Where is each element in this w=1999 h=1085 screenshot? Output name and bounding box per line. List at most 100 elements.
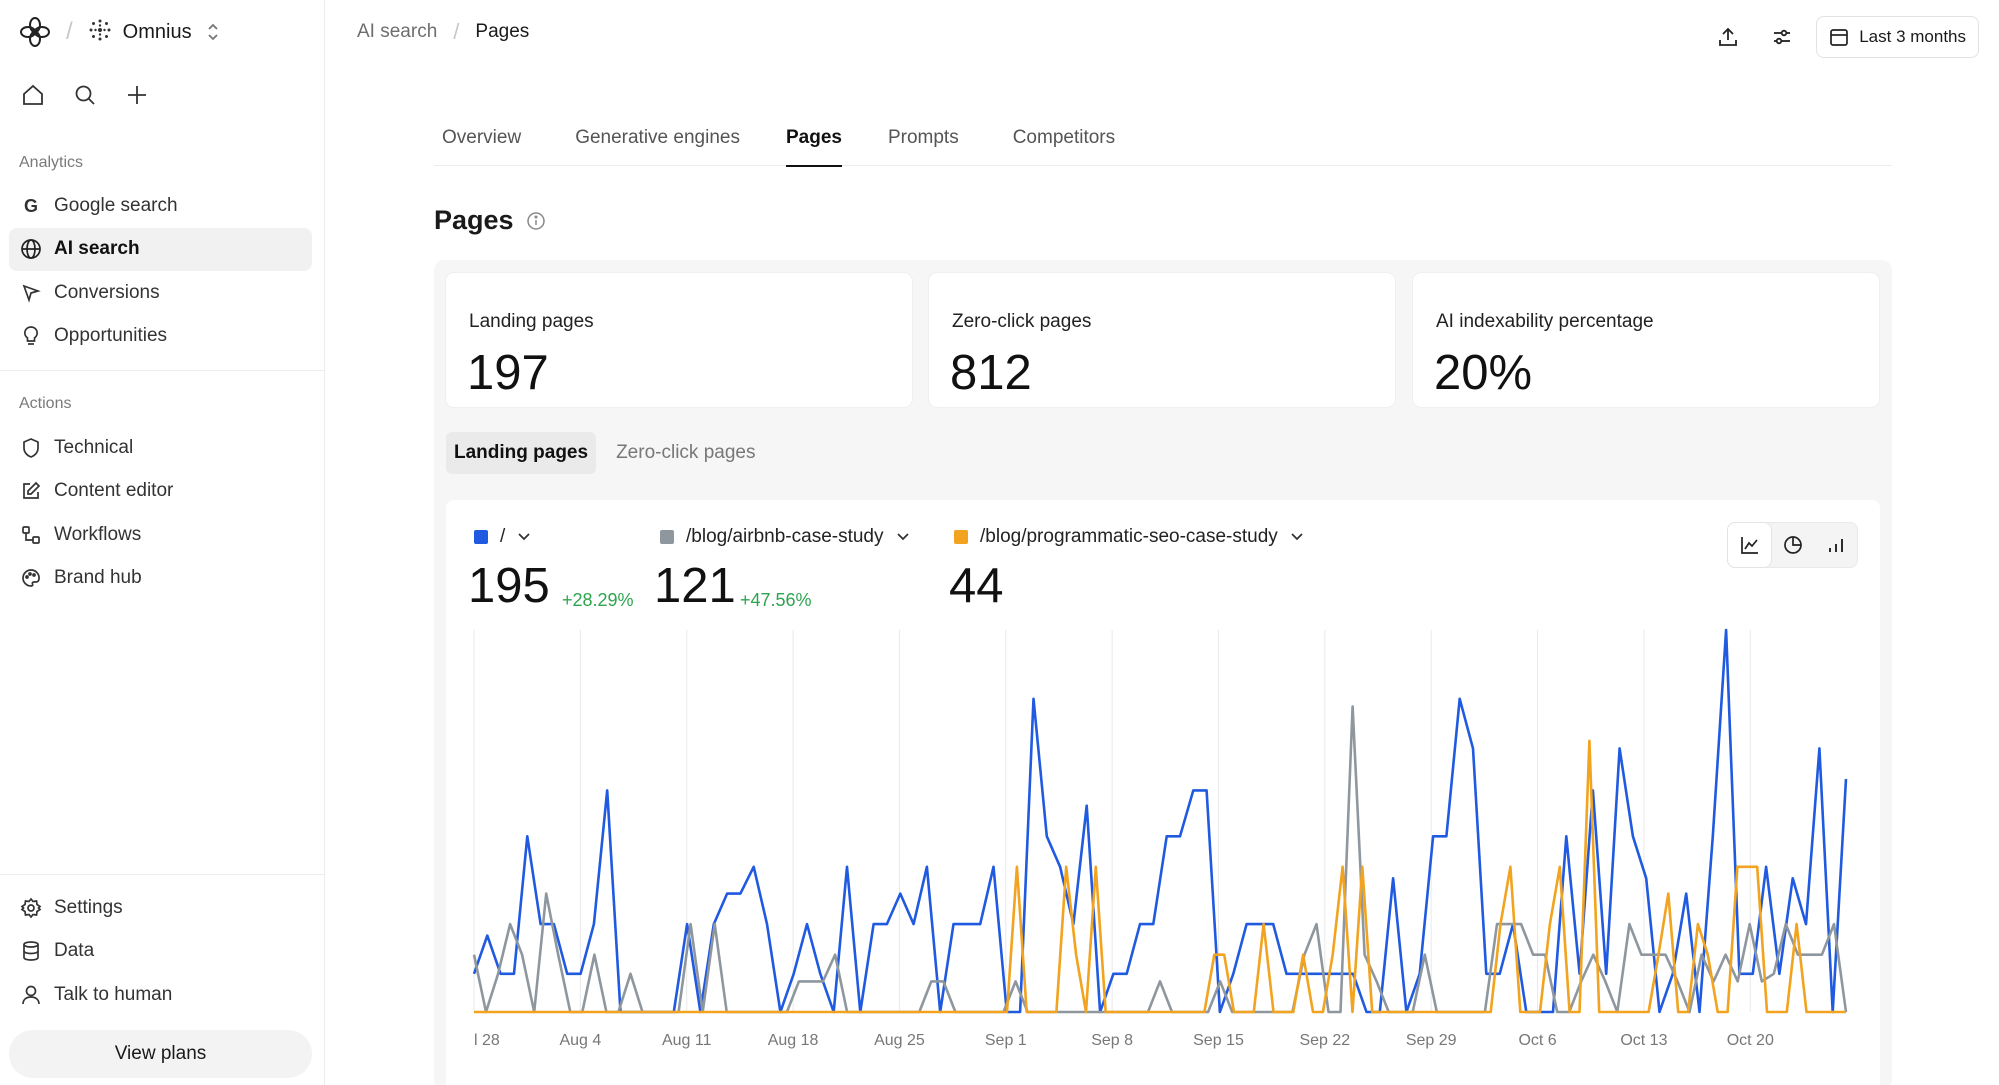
pie-chart-icon[interactable] <box>1771 523 1814 567</box>
x-tick-label: Oct 13 <box>1620 1032 1667 1049</box>
date-range-button[interactable]: Last 3 months <box>1816 16 1979 58</box>
stat-card-ai-indexability[interactable]: AI indexability percentage 20% <box>1413 273 1879 407</box>
series-swatch <box>474 530 488 544</box>
chevron-down-icon <box>517 532 531 542</box>
workspace-name: Omnius <box>122 20 192 43</box>
chart-type-switcher <box>1727 522 1858 568</box>
series-selector-programmatic-seo[interactable]: /blog/programmatic-seo-case-study <box>954 526 1304 548</box>
x-tick-label: Oct 6 <box>1518 1032 1556 1049</box>
tab-overview[interactable]: Overview <box>442 127 522 148</box>
series-selector-root[interactable]: / <box>474 526 531 548</box>
line-chart-icon[interactable] <box>1728 523 1771 567</box>
sidebar-item-opportunities[interactable]: Opportunities <box>9 315 312 358</box>
stat-card-landing-pages[interactable]: Landing pages 197 <box>446 273 912 407</box>
sidebar-item-label: Brand hub <box>54 567 142 589</box>
x-tick-label: Aug 4 <box>559 1032 601 1049</box>
user-icon <box>20 984 42 1006</box>
tab-pages[interactable]: Pages <box>785 126 842 167</box>
sidebar-item-google-search[interactable]: G Google search <box>9 184 312 227</box>
sidebar-item-label: Settings <box>54 896 123 918</box>
chevron-down-icon <box>896 532 910 542</box>
x-tick-label: Sep 1 <box>985 1032 1027 1049</box>
sidebar-item-brand-hub[interactable]: Brand hub <box>9 557 312 600</box>
stat-card-zero-click-pages[interactable]: Zero-click pages 812 <box>929 273 1395 407</box>
bottom-nav: Settings Data Talk to human <box>9 886 312 1017</box>
sidebar-item-conversions[interactable]: Conversions <box>9 271 312 314</box>
x-tick-label: Aug 25 <box>874 1032 925 1049</box>
page-title: Pages <box>434 205 514 235</box>
shield-icon <box>20 437 42 459</box>
sidebar-item-label: Google search <box>54 194 178 216</box>
series-delta: +47.56% <box>740 590 812 610</box>
section-header: Pages <box>434 205 546 236</box>
page-type-segment: Landing pages Zero-click pages <box>446 432 763 474</box>
sidebar-item-label: Workflows <box>54 523 142 545</box>
stat-value: 20% <box>1434 346 1533 400</box>
info-icon[interactable] <box>526 211 546 231</box>
filter-sliders-icon[interactable] <box>1764 19 1800 55</box>
sidebar-item-label: Technical <box>54 436 134 458</box>
series-selector-airbnb[interactable]: /blog/airbnb-case-study <box>660 526 910 548</box>
sidebar-divider <box>0 874 324 875</box>
series-value: 44 <box>949 559 1004 613</box>
segment-zero-click-pages[interactable]: Zero-click pages <box>616 442 756 463</box>
sidebar-item-content-editor[interactable]: Content editor <box>9 470 312 513</box>
pages-panel: Landing pages 197 Zero-click pages 812 A… <box>434 260 1892 1085</box>
sidebar-item-data[interactable]: Data <box>9 930 312 973</box>
tab-generative-engines[interactable]: Generative engines <box>575 127 740 148</box>
tab-prompts[interactable]: Prompts <box>887 127 959 148</box>
x-tick-label: Aug 18 <box>768 1032 819 1049</box>
calendar-icon <box>1830 29 1849 46</box>
x-tick-label: Sep 15 <box>1193 1032 1244 1049</box>
analytics-section-label: Analytics <box>19 154 84 171</box>
cursor-icon <box>20 282 42 304</box>
workflow-icon <box>20 524 42 546</box>
series-line <box>472 628 1848 1014</box>
plus-icon[interactable] <box>122 80 152 110</box>
chevron-updown-icon <box>206 22 220 42</box>
breadcrumb-ai-search[interactable]: AI search <box>357 21 438 42</box>
series-swatch <box>954 530 968 544</box>
header-actions: Last 3 months <box>1710 16 1999 58</box>
chart-card: / 195 +28.29% /blog/airbnb-case-study 12… <box>446 500 1880 1085</box>
analytics-nav: G Google search AI search Conversions Op… <box>9 184 312 358</box>
export-icon[interactable] <box>1710 19 1746 55</box>
sidebar-item-settings[interactable]: Settings <box>9 886 312 929</box>
x-tick-label: Sep 29 <box>1406 1032 1457 1049</box>
sidebar-item-label: AI search <box>54 238 140 260</box>
sidebar-item-label: Content editor <box>54 480 174 502</box>
sidebar-item-label: Data <box>54 940 95 962</box>
stat-label: Zero-click pages <box>952 311 1092 332</box>
page-tabs: Overview Generative engines Pages Prompt… <box>434 126 1892 167</box>
stat-label: AI indexability percentage <box>1436 311 1654 332</box>
x-tick-label: Oct 20 <box>1727 1032 1774 1049</box>
search-icon[interactable] <box>70 80 100 110</box>
view-plans-button[interactable]: View plans <box>9 1030 312 1078</box>
sidebar-item-label: Conversions <box>54 281 160 303</box>
edit-icon <box>20 480 42 502</box>
x-tick-label: Aug 11 <box>662 1032 712 1049</box>
actions-nav: Technical Content editor Workflows Brand… <box>9 426 312 600</box>
palette-icon <box>20 567 42 589</box>
home-icon[interactable] <box>18 80 48 110</box>
workspace-switcher[interactable]: / Omnius <box>18 12 220 52</box>
stat-label: Landing pages <box>469 311 594 332</box>
x-tick-label: Sep 22 <box>1299 1032 1350 1049</box>
tab-competitors[interactable]: Competitors <box>1012 127 1116 148</box>
series-swatch <box>660 530 674 544</box>
chevron-down-icon <box>1290 532 1304 542</box>
date-range-label: Last 3 months <box>1859 27 1966 46</box>
segment-landing-pages[interactable]: Landing pages <box>446 432 597 474</box>
gear-icon <box>20 897 42 919</box>
globe-icon <box>20 238 42 260</box>
sidebar-item-ai-search[interactable]: AI search <box>9 227 312 271</box>
bar-chart-icon[interactable] <box>1814 523 1857 567</box>
sidebar: / Omnius Analytics <box>0 0 325 1085</box>
sidebar-item-workflows[interactable]: Workflows <box>9 513 312 556</box>
series-line <box>474 739 1846 1014</box>
series-name: / <box>500 526 506 547</box>
workspace-divider: / <box>66 18 73 45</box>
sidebar-item-talk-to-human[interactable]: Talk to human <box>9 973 312 1016</box>
sidebar-item-technical[interactable]: Technical <box>9 426 312 469</box>
app-logo-icon[interactable] <box>18 15 52 49</box>
